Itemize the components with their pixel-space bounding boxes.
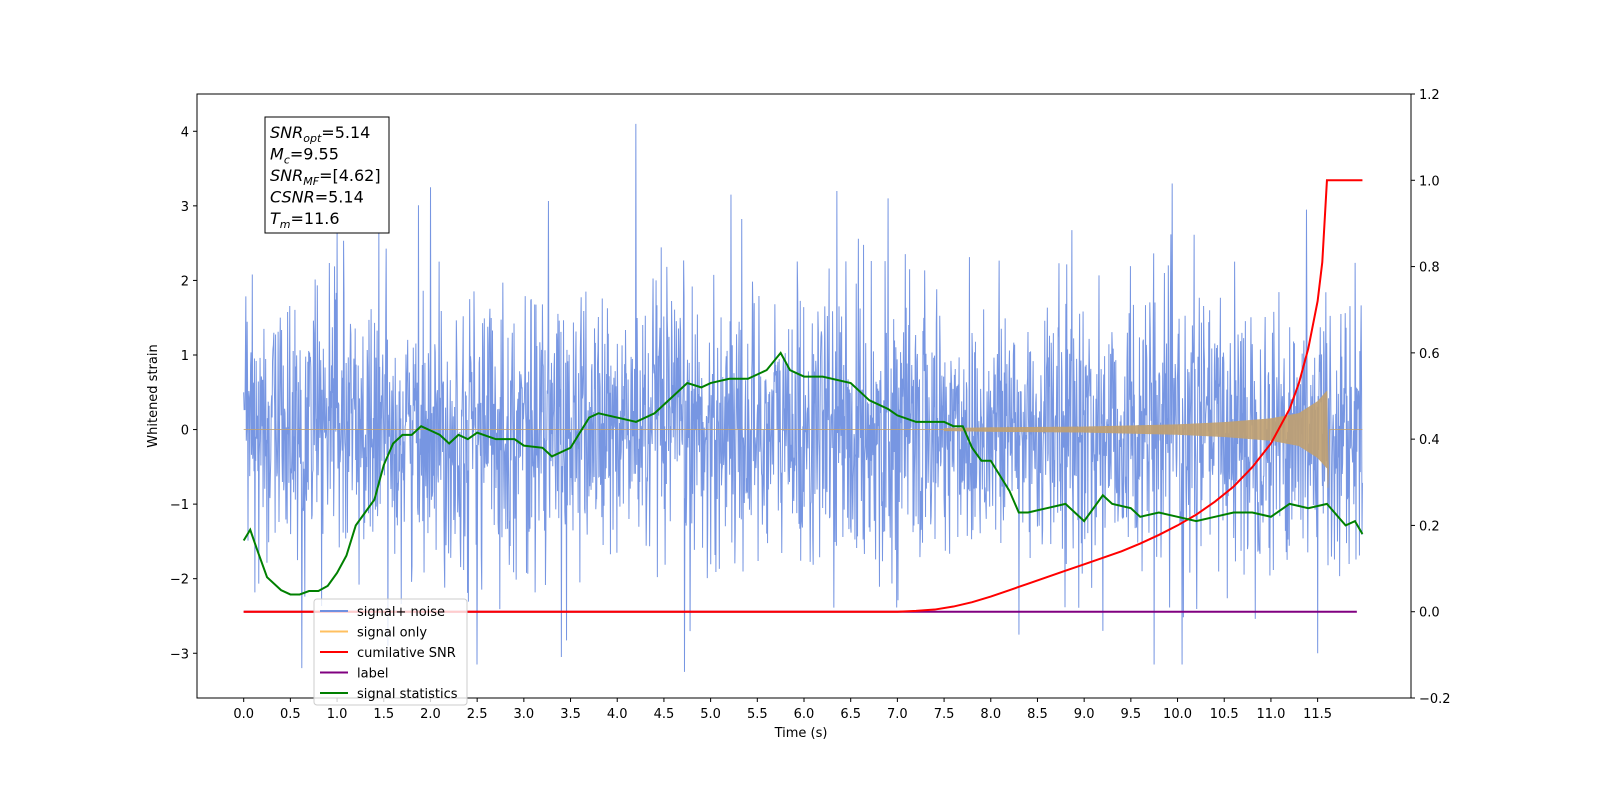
y-left-tick-label: 1 bbox=[181, 349, 189, 364]
annotation-line: SNRopt=5.14 bbox=[270, 123, 370, 145]
x-tick-label: 4.0 bbox=[607, 707, 628, 722]
legend-entry-label: cumilative SNR bbox=[357, 646, 456, 661]
x-tick-label: 11.0 bbox=[1256, 707, 1285, 722]
legend-entry-label: label bbox=[357, 667, 388, 682]
x-tick-label: 11.5 bbox=[1303, 707, 1332, 722]
x-tick-label: 5.0 bbox=[700, 707, 721, 722]
y-right-tick-label: −0.2 bbox=[1419, 692, 1451, 707]
x-tick-label: 10.0 bbox=[1163, 707, 1192, 722]
x-tick-label: 6.0 bbox=[794, 707, 815, 722]
x-tick-label: 2.0 bbox=[420, 707, 441, 722]
y-left-tick-label: 4 bbox=[181, 125, 189, 140]
legend: signal+ noise signal only cumilative SNR la… bbox=[313, 598, 468, 706]
x-tick-label: 8.5 bbox=[1027, 707, 1048, 722]
x-tick-label: 4.5 bbox=[654, 707, 675, 722]
signal-only-series bbox=[243, 390, 1363, 488]
y-left-tick-label: 3 bbox=[181, 200, 189, 215]
x-tick-label: 3.5 bbox=[560, 707, 581, 722]
x-tick-label: 9.0 bbox=[1074, 707, 1095, 722]
y-right-tick-label: 0.6 bbox=[1419, 347, 1440, 362]
y-axis-label: Whitened strain bbox=[146, 344, 161, 447]
x-tick-label: 7.5 bbox=[934, 707, 955, 722]
x-tick-label: 0.5 bbox=[280, 707, 301, 722]
x-tick-label: 5.5 bbox=[747, 707, 768, 722]
y-left-tick-label: 0 bbox=[181, 424, 189, 439]
x-tick-label: 6.5 bbox=[840, 707, 861, 722]
legend-entry-label: signal+ noise bbox=[357, 605, 445, 620]
x-tick-label: 1.0 bbox=[327, 707, 348, 722]
x-axis-label: Time (s) bbox=[774, 726, 828, 741]
annotation-line: SNRMF=[4.62] bbox=[270, 166, 381, 188]
annotation-line: CSNR=5.14 bbox=[270, 188, 364, 207]
y-left-tick-label: −1 bbox=[170, 498, 189, 513]
y-right-tick-label: 0.4 bbox=[1419, 433, 1440, 448]
y-left-tick-label: −3 bbox=[170, 647, 189, 662]
y-right-tick-label: 0.0 bbox=[1419, 606, 1440, 621]
y-right-tick-label: 1.2 bbox=[1419, 88, 1440, 103]
x-tick-label: 8.0 bbox=[980, 707, 1001, 722]
y-right-tick-label: 0.2 bbox=[1419, 519, 1440, 534]
y-right-tick-label: 1.0 bbox=[1419, 174, 1440, 189]
cumulative-snr-series bbox=[243, 179, 1363, 613]
signal-noise-series bbox=[243, 123, 1363, 672]
x-tick-label: 2.5 bbox=[467, 707, 488, 722]
signal-statistics-series bbox=[242, 351, 1364, 596]
x-tick-label: 10.5 bbox=[1210, 707, 1239, 722]
x-tick-label: 0.0 bbox=[233, 707, 254, 722]
y-right-tick-label: 0.8 bbox=[1419, 261, 1440, 276]
x-tick-label: 9.5 bbox=[1121, 707, 1142, 722]
y-left-tick-label: 2 bbox=[181, 274, 189, 289]
y-axis-right-ticks: 1.2 1.0 0.8 0.6 0.4 0.2 0.0 −0.2 bbox=[1411, 88, 1451, 707]
x-tick-label: 3.0 bbox=[514, 707, 535, 722]
x-tick-label: 7.0 bbox=[887, 707, 908, 722]
annotation-line: Mc=9.55 bbox=[270, 145, 339, 167]
x-tick-label: 1.5 bbox=[373, 707, 394, 722]
x-axis-ticks: 0.0 0.5 1.0 1.5 2.0 2.5 3.0 3.5 4.0 4.5 5.0 5.5 6.0 6… bbox=[233, 698, 1332, 722]
annotation-line: Tm=11.6 bbox=[270, 209, 340, 231]
y-left-tick-label: −2 bbox=[170, 573, 189, 588]
y-axis-left-ticks: 4 3 2 1 0 −1 −2 −3 bbox=[170, 125, 197, 662]
legend-entry-label: signal statistics bbox=[357, 687, 458, 702]
legend-entry-label: signal only bbox=[357, 626, 427, 641]
